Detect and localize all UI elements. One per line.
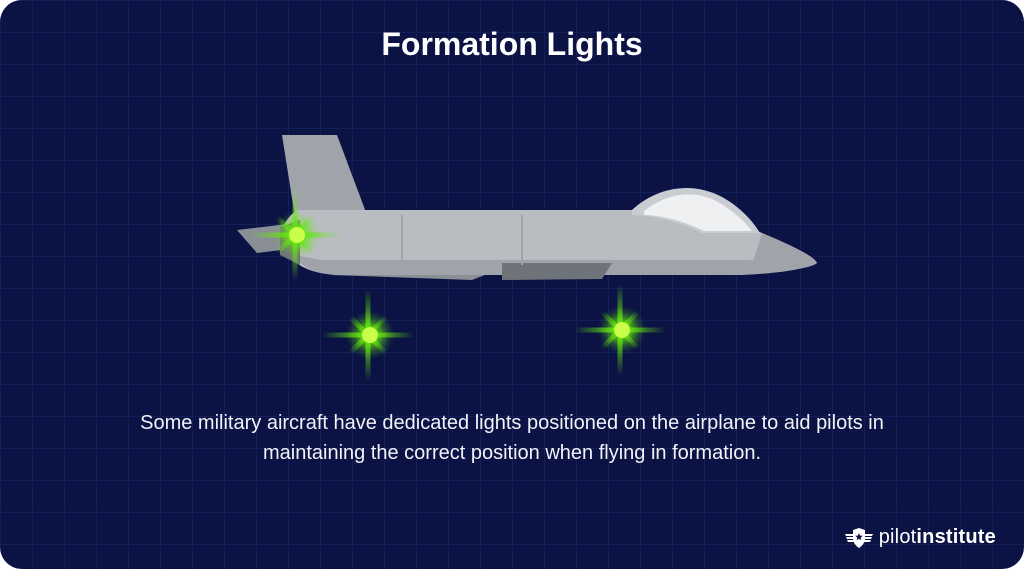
infographic-card: Formation Lights Some military aircraft …	[0, 0, 1024, 569]
brand-shield-icon	[845, 525, 873, 549]
brand-text: pilotinstitute	[879, 526, 996, 549]
brand-text-bold: institute	[916, 526, 996, 548]
page-title: Formation Lights	[0, 26, 1024, 63]
brand-text-prefix: pilot	[879, 526, 917, 548]
description-text: Some military aircraft have dedicated li…	[0, 408, 1024, 468]
aircraft-illustration	[202, 115, 822, 325]
brand-logo: pilotinstitute	[845, 525, 996, 549]
aircraft-illustration-zone	[0, 90, 1024, 350]
